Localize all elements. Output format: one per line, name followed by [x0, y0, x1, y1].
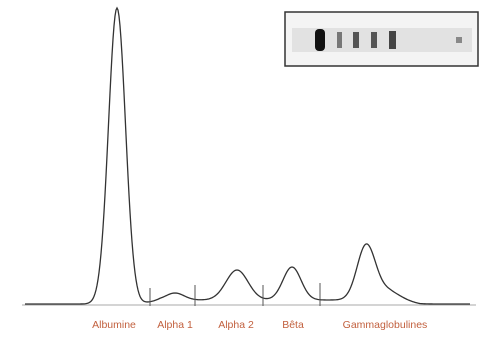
fraction-label: Alpha 1 — [157, 319, 193, 331]
fraction-label: Bêta — [282, 319, 304, 331]
fraction-label: Gammaglobulines — [343, 319, 428, 331]
fraction-label: Albumine — [92, 319, 136, 331]
gel-band — [371, 32, 377, 48]
gel-mark — [456, 37, 462, 43]
gel-band — [315, 29, 325, 51]
gel-strip-inset — [285, 12, 478, 66]
page: {"fractions": ["Albumine", "Alpha 1", "A… — [0, 0, 497, 348]
electrophoresis-diagram: Albumine Alpha 1 Alpha 2 Bêta Gammaglobu… — [0, 0, 497, 348]
gel-band — [389, 31, 396, 49]
gel-band — [337, 32, 342, 48]
fraction-label: Alpha 2 — [218, 319, 254, 331]
gel-band — [353, 32, 359, 48]
